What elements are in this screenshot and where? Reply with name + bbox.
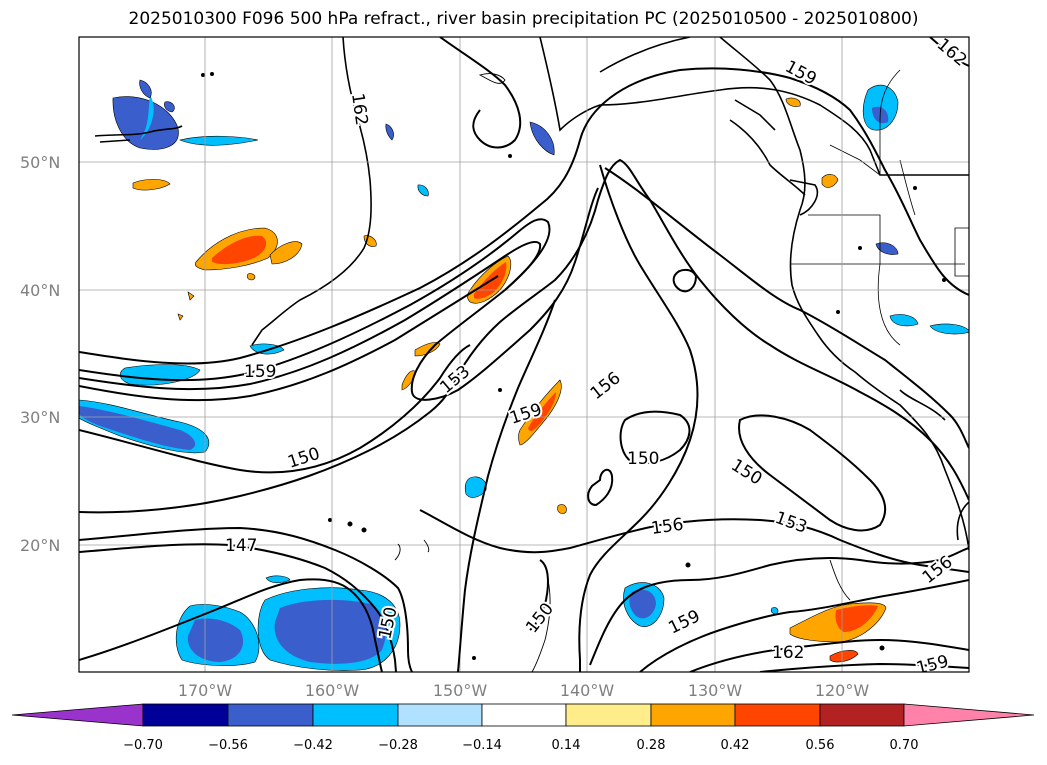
- colorbar-extend-high: [903, 703, 1035, 727]
- colorbar-swatch: [819, 703, 905, 727]
- contour-label: 153: [772, 508, 809, 538]
- colorbar-tick-label: −0.28: [378, 738, 418, 753]
- islands: [201, 72, 946, 660]
- colorbar-swatch: [227, 703, 314, 727]
- thin-contours: [394, 73, 851, 672]
- colorbar-swatch: [734, 703, 821, 727]
- lat-label: 20°N: [20, 536, 61, 555]
- map-frame: [78, 36, 970, 673]
- contour-label: 150: [285, 444, 322, 473]
- colorbar-swatch: [312, 703, 399, 727]
- map-area: 162 159 159 153 156 159 150 150 150 156 …: [79, 35, 971, 679]
- lat-label: 30°N: [20, 408, 61, 427]
- contour-label: 156: [650, 515, 685, 539]
- contour-label: 153: [436, 362, 474, 398]
- contour-label: 156: [587, 368, 625, 404]
- refractivity-contours: [79, 37, 969, 672]
- contour-label: 150: [727, 455, 765, 489]
- colorbar-swatch: [565, 703, 652, 727]
- contour-label: 150: [627, 449, 659, 469]
- lat-label: 50°N: [20, 153, 61, 172]
- contour-label: 159: [665, 606, 703, 638]
- colorbar-tick-label: −0.56: [208, 738, 248, 753]
- colorbar-swatch: [650, 703, 736, 727]
- contour-label: 150: [522, 599, 558, 637]
- contour-label: 159: [914, 652, 950, 679]
- lon-label: 170°W: [177, 681, 233, 700]
- colorbar-tick-label: −0.42: [293, 738, 333, 753]
- contour-label: 147: [225, 536, 257, 556]
- lon-label: 140°W: [559, 681, 615, 700]
- political-borders: [790, 69, 969, 346]
- lon-label: 150°W: [432, 681, 488, 700]
- colorbar-extend-low: [11, 703, 144, 727]
- contour-label: 159: [782, 57, 820, 90]
- map-title: 2025010300 F096 500 hPa refract., river …: [128, 9, 919, 29]
- coastlines: [94, 37, 969, 551]
- colorbar-tick-label: 0.70: [889, 738, 919, 753]
- lat-label: 40°N: [20, 281, 61, 300]
- colorbar-swatch: [397, 703, 483, 727]
- contour-label: 162: [347, 92, 371, 127]
- contour-label: 156: [919, 552, 957, 588]
- contour-label: 162: [772, 643, 804, 663]
- colorbar-swatch: [481, 703, 567, 727]
- colorbar-tick-label: 0.42: [720, 738, 750, 753]
- colorbar-swatch: [142, 703, 229, 727]
- lon-label: 120°W: [814, 681, 870, 700]
- lon-label: 160°W: [304, 681, 360, 700]
- colorbar-tick-label: −0.70: [123, 738, 163, 753]
- colorbar-tick-label: 0.56: [805, 738, 835, 753]
- lon-label: 130°W: [687, 681, 743, 700]
- colorbar: [11, 703, 1035, 727]
- contour-label: 159: [244, 362, 276, 382]
- colorbar-tick-label: 0.14: [551, 738, 581, 753]
- colorbar-tick-label: 0.28: [636, 738, 666, 753]
- colorbar-tick-label: −0.14: [462, 738, 502, 753]
- contour-label: 162: [933, 35, 971, 71]
